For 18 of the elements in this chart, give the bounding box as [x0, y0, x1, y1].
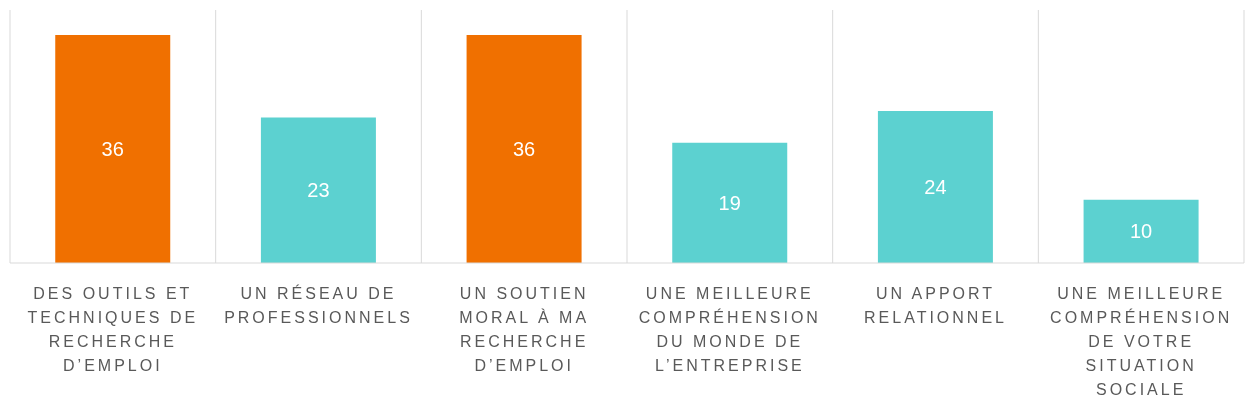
bar — [55, 35, 171, 263]
data-label: 19 — [718, 191, 741, 214]
bar — [672, 142, 788, 263]
x-tick-label: UN SOUTIEN MORAL À MA RECHERCHE D’EMPLOI — [459, 285, 590, 374]
x-tick-label: UNE MEILLEURE COMPRÉHENSION DU MONDE DE L’ENTREPRISE — [638, 285, 821, 374]
x-tick-label: UN RÉSEAU DE PROFESSIONNELS — [224, 284, 413, 326]
data-label: 24 — [924, 176, 947, 199]
bar — [466, 35, 582, 263]
data-label: 36 — [101, 138, 124, 161]
data-label: 36 — [512, 138, 536, 161]
x-tick-label: DES OUTILS ET TECHNIQUES DE RECHERCHE D’EMPLOI — [27, 285, 199, 374]
x-tick-label: UN APPORT RELATIONNEL — [864, 285, 1007, 326]
bar — [1083, 199, 1199, 263]
x-tick-label: UNE MEILLEURE COMPRÉHENSION DE VOTRE SITUATION SOCIALE — [1050, 285, 1233, 398]
data-label: 23 — [307, 179, 330, 202]
bar — [877, 111, 993, 263]
bar — [260, 117, 376, 263]
data-label: 10 — [1129, 220, 1153, 243]
